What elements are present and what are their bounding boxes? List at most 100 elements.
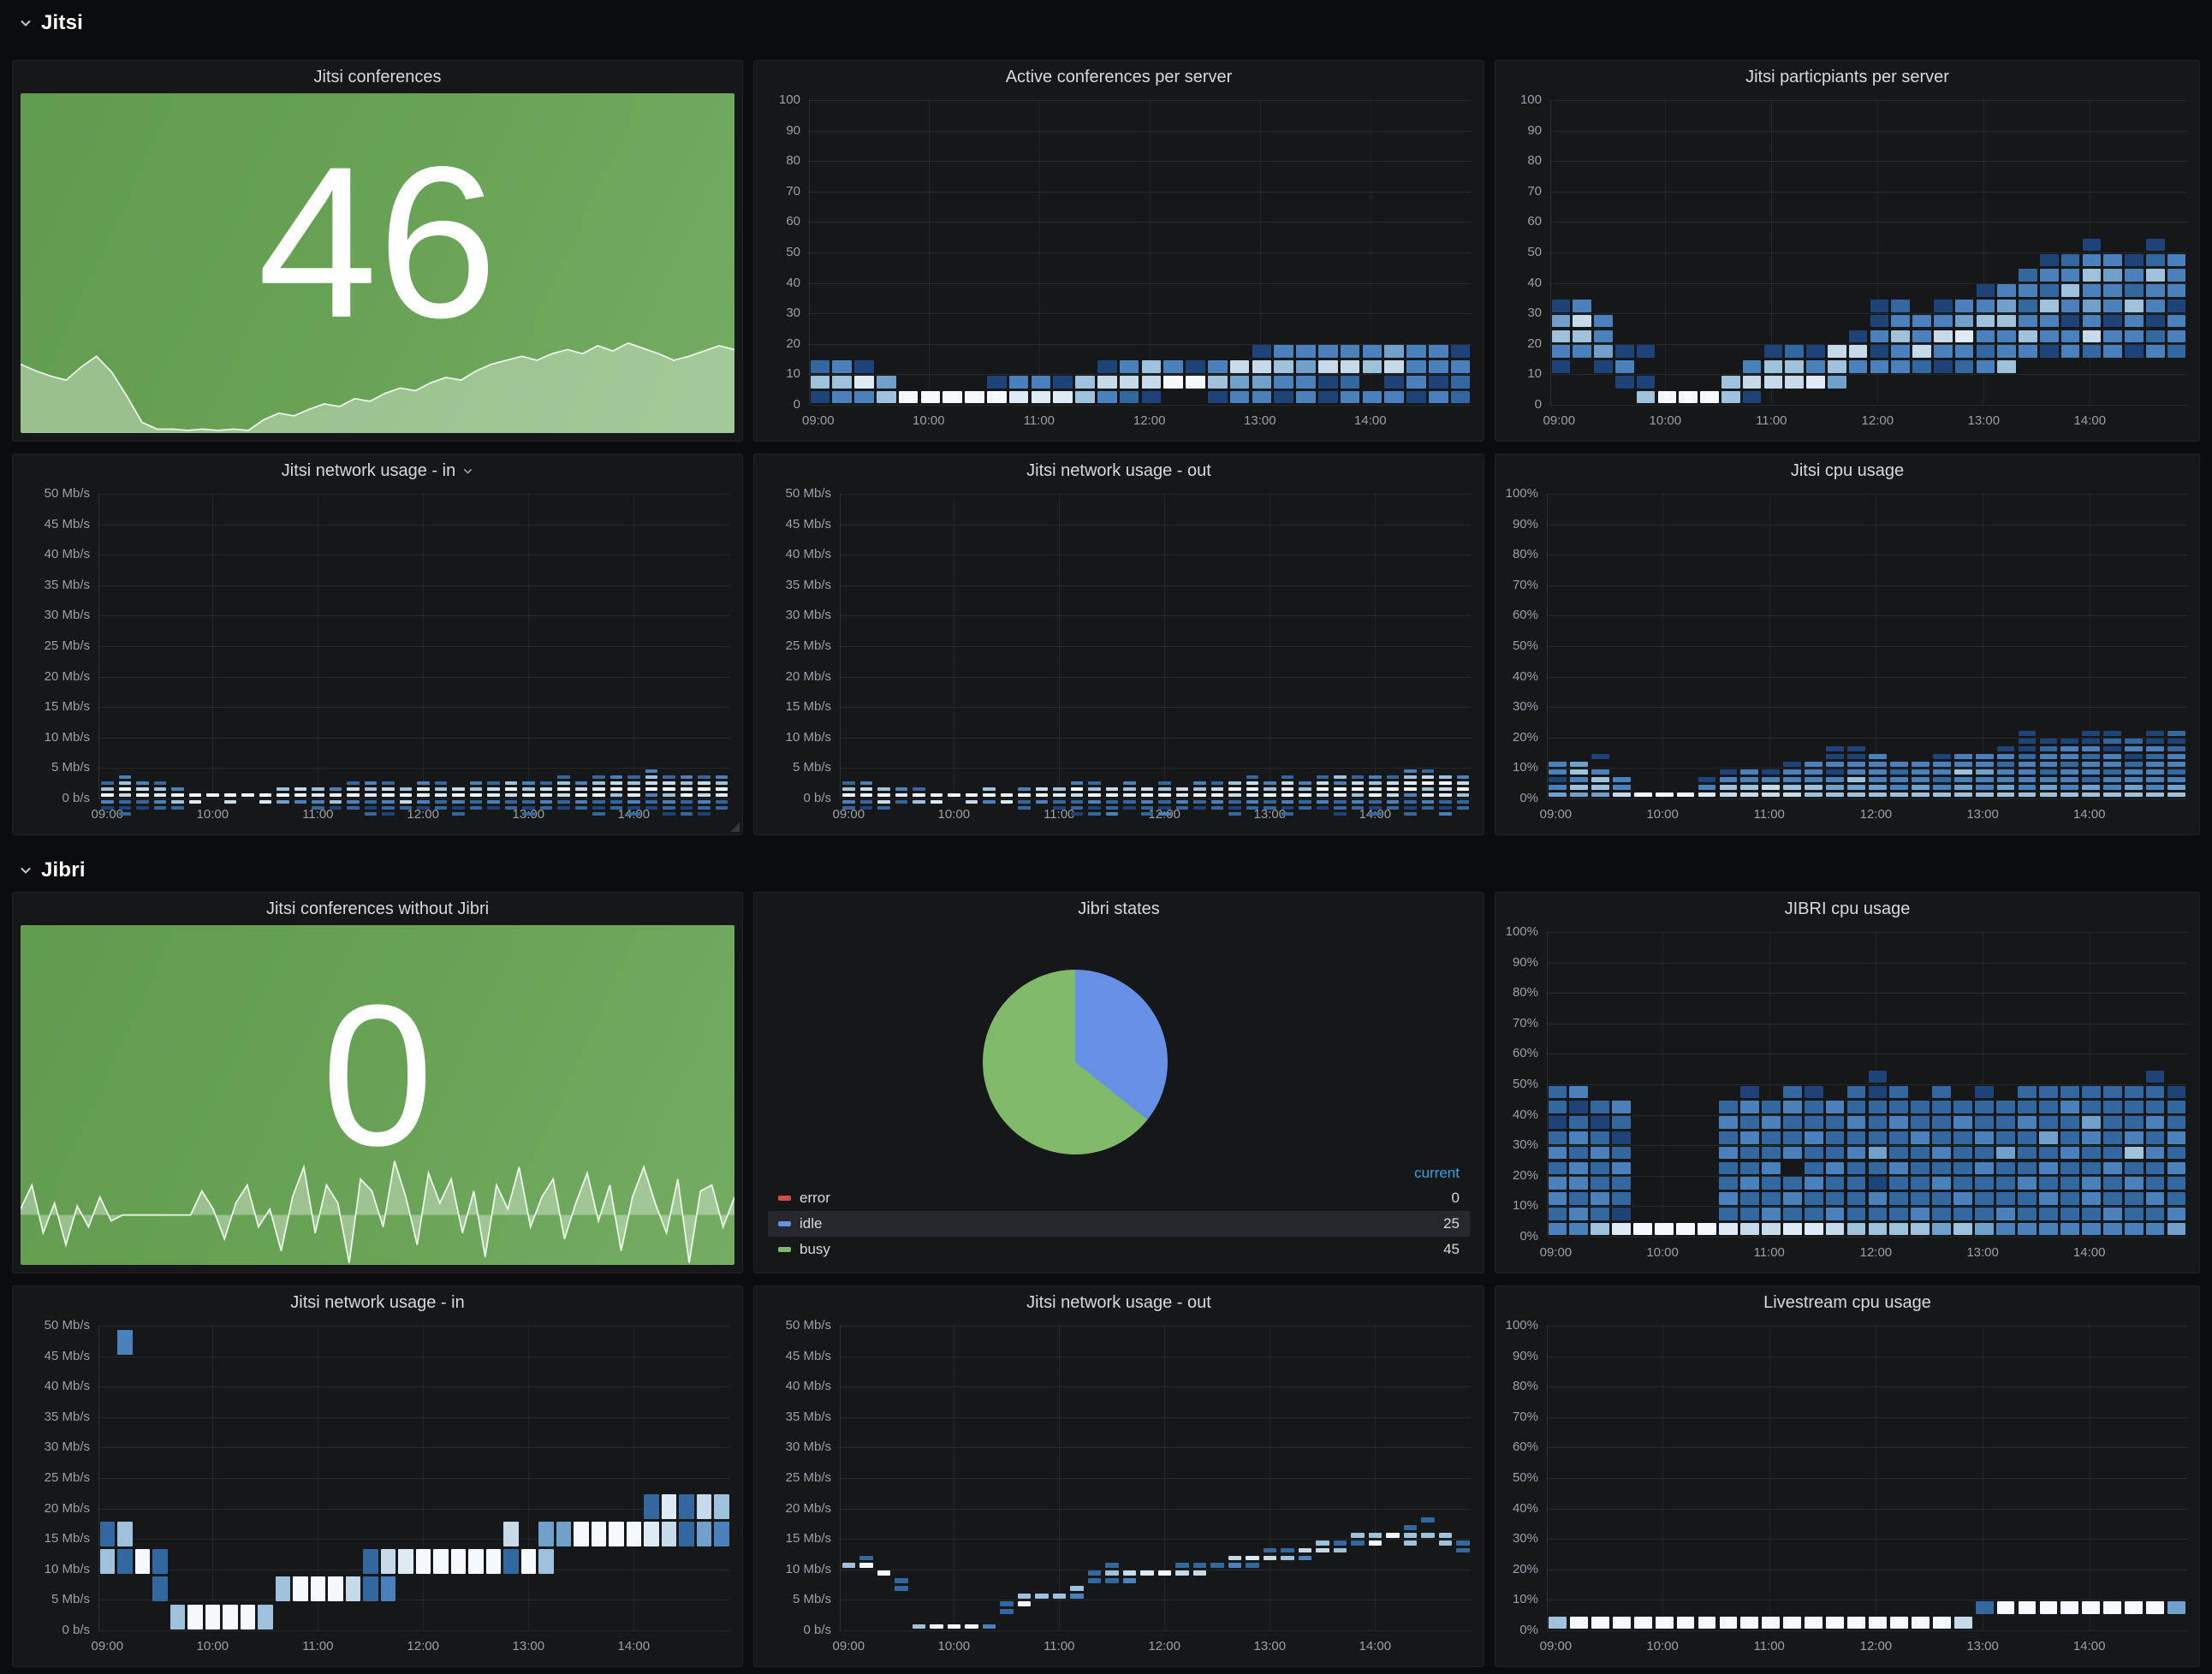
panel-title[interactable]: Jitsi conferences [13,61,742,93]
heatmap-cell [188,793,201,798]
heatmap-cell [1404,769,1417,773]
heatmap-cell [2060,299,2080,312]
section-header-jitsi[interactable]: Jitsi [12,9,2200,38]
heatmap-cell [1805,769,1823,775]
heatmap-cell [1805,1616,1823,1629]
x-tick-label: 10:00 [937,807,971,822]
panel-title[interactable]: Jitsi network usage - in [13,454,742,487]
panel-title[interactable]: Jitsi cpu usage [1495,454,2199,487]
legend-label: error [800,1190,830,1206]
heatmap-cell [574,1522,589,1547]
y-tick-label: 30 [1527,306,1542,321]
heatmap-cell [1439,793,1452,798]
heatmap-cell [2082,739,2101,745]
heatmap-cell [1825,1222,1845,1236]
heatmap-cell [1246,799,1258,804]
heatmap-cell [1911,1161,1930,1175]
heatmap-cell [1783,1616,1802,1629]
heatmap-cell [1932,1177,1952,1190]
heatmap-cell [1228,787,1241,792]
heatmap-cell [2081,1116,2101,1129]
heatmap-cell [1612,1222,1632,1236]
heatmap-cell [2167,1600,2185,1614]
heatmap-cell [2039,1161,2058,1175]
heatmap-cell [859,781,872,786]
heatmap-cell [2018,776,2037,782]
gridline-h [809,130,1472,132]
heatmap-cell [382,781,395,786]
heatmap-cell [2082,345,2102,359]
panel-title[interactable]: Jibri states [754,893,1484,925]
legend-column-header[interactable]: current [1414,1165,1460,1181]
y-axis-line [98,1326,99,1630]
heatmap-cell [1783,762,1802,767]
legend-row-idle[interactable]: idle 25 [768,1211,1470,1237]
heatmap-cell [1450,375,1471,389]
heatmap-chart: 0% 10% 20% 30% 40% 50% 60% 70% 80% 90% 100% 09:00 10… [1495,924,2199,1273]
panel-title[interactable]: JIBRI cpu usage [1495,893,2199,925]
heatmap-cell [680,799,693,804]
heatmap-cell [627,793,640,798]
gridline-h [809,100,1472,101]
heatmap-cell [810,390,830,404]
legend-row-error[interactable]: error 0 [768,1185,1470,1211]
heatmap-cell [2125,739,2144,745]
legend-label: idle [800,1215,823,1232]
x-tick-label: 12:00 [1859,1245,1893,1260]
heatmap-cell [2167,1085,2186,1099]
y-tick-label: 100 [778,92,800,107]
y-tick-label: 15 Mb/s [44,699,90,715]
y-tick-label: 0 b/s [62,791,90,805]
heatmap-cell [1932,1101,1952,1114]
heatmap-cell [1953,1207,1973,1220]
heatmap-cell [1932,792,1951,798]
heatmap-cell [1406,390,1426,404]
heatmap-cell [1614,375,1634,389]
heatmap-cell [1053,793,1066,798]
heatmap-cell [1719,1177,1738,1190]
heatmap-cell [2018,1192,2037,1205]
gridline-h [98,615,730,617]
panel-title[interactable]: Jitsi conferences without Jibri [13,893,742,925]
heatmap-cell [487,781,500,786]
panel-title[interactable]: Jitsi network usage - out [754,454,1484,487]
heatmap-cell [1719,1192,1738,1205]
heatmap-cell [2125,345,2144,359]
heatmap-cell [1594,329,1613,343]
legend-row-busy[interactable]: busy 45 [768,1237,1470,1262]
gridline-v [423,1326,425,1630]
heatmap-cell [1551,360,1571,373]
heatmap-cell [1229,390,1250,404]
heatmap-cell [1975,769,1994,775]
heatmap-cell [1739,1146,1759,1160]
heatmap-cell [556,1522,571,1547]
heatmap-cell [1975,1600,1994,1614]
panel-title[interactable]: Livestream cpu usage [1495,1286,2199,1319]
heatmap-cell [1569,1131,1589,1144]
heatmap-cell [2018,1101,2037,1114]
section-header-jibri[interactable]: Jibri [12,856,2200,885]
heatmap-cell [1846,1161,1866,1175]
gridline-h [1547,1416,2187,1418]
heatmap-cell [276,793,289,798]
y-tick-label: 50 Mb/s [785,486,831,501]
panel-title[interactable]: Jitsi particpiants per server [1495,61,2199,93]
panel-title[interactable]: Jitsi network usage - in [13,1286,742,1319]
heatmap-cell [609,781,622,786]
heatmap-cell [380,1549,395,1575]
panel-title[interactable]: Jitsi network usage - out [754,1286,1484,1319]
heatmap-cell [1316,775,1329,780]
heatmap-cell [663,775,675,780]
heatmap-cell [1657,390,1677,404]
heatmap-cell [1316,805,1329,810]
heatmap-cell [1421,769,1434,773]
heatmap-cell [1870,314,1889,328]
panel-menu-chevron-icon[interactable] [462,466,473,477]
gridline-v [1038,100,1040,405]
heatmap-cell [1228,1563,1241,1569]
panel-title[interactable]: Active conferences per server [754,61,1484,93]
panel-resize-handle[interactable] [730,822,740,832]
gridline-h [98,1326,730,1327]
heatmap-cell [1569,762,1588,767]
heatmap-cell [2103,769,2122,775]
